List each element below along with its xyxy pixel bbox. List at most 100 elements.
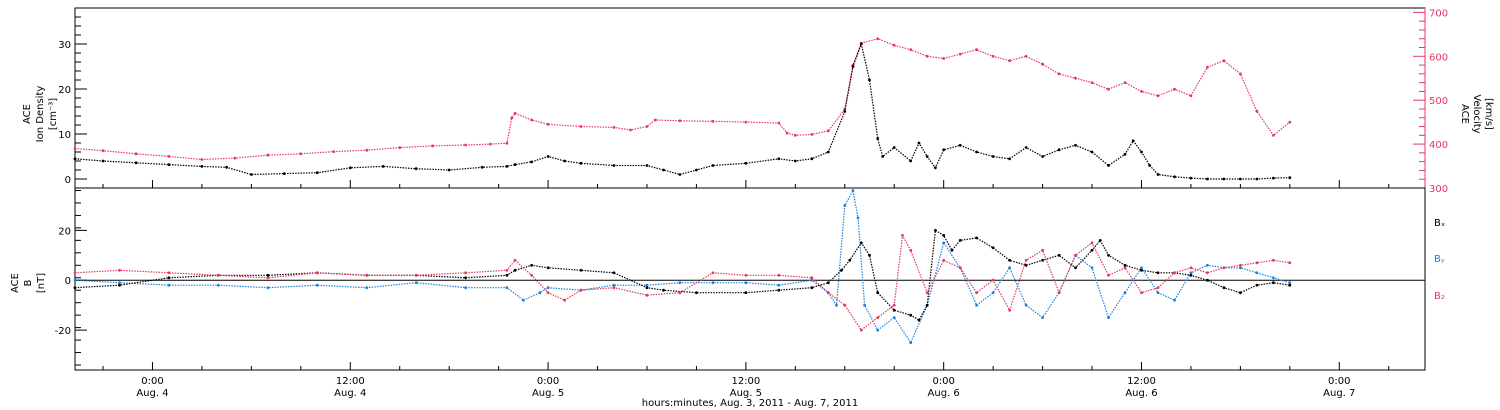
bx-series-point (579, 268, 583, 272)
velocity-series-point (1288, 120, 1292, 124)
bx-series-point (266, 273, 270, 277)
bz-series-point (118, 268, 121, 272)
by-series-point (1107, 316, 1110, 319)
density-series-point (678, 173, 682, 176)
bx-series-point (925, 303, 929, 307)
bx-series-point (826, 281, 830, 285)
density-series-point (167, 163, 171, 167)
velocity-series-point (1008, 59, 1011, 63)
velocity-series-point (167, 155, 171, 158)
density-series-point (480, 165, 484, 169)
density-series-point (777, 157, 781, 161)
bz-series-point (958, 266, 962, 270)
density-series-point (1156, 173, 1160, 176)
x-tick-time-label: 12:00 (1127, 376, 1156, 387)
bz-series-point (1189, 266, 1193, 270)
by-series-point (991, 291, 995, 295)
density-series-point (505, 165, 509, 168)
bz-series-point (1008, 308, 1011, 312)
bz-series-point (1288, 261, 1292, 265)
velocity-series-point (1206, 65, 1209, 69)
velocity-series-point (1041, 62, 1044, 66)
velocity-series-point (645, 125, 649, 128)
bx-series-point (975, 236, 978, 240)
density-series-point (1222, 177, 1226, 181)
velocity-series-point (958, 52, 962, 56)
density-series-point (1123, 152, 1127, 156)
velocity-series-point (678, 119, 682, 123)
velocity-series-point (200, 158, 204, 161)
density-series-point (250, 173, 253, 176)
density-series-point (612, 164, 616, 167)
density-series-point (868, 78, 871, 82)
bz-series-point (1239, 263, 1242, 267)
bx-series-point (1255, 283, 1259, 287)
density-axis-label-line3: [cm⁻³] (48, 98, 59, 130)
bz-series-point (1140, 291, 1143, 295)
density-series-point (315, 171, 319, 175)
bz-series-point (876, 316, 880, 319)
velocity-series-point (1156, 94, 1160, 98)
x-tick-time-label: 0:00 (537, 376, 559, 387)
bz-series-point (1074, 253, 1077, 257)
velocity-tick-label: 300 (1429, 184, 1448, 195)
by-series-point (1156, 291, 1160, 295)
bz-series-point (892, 303, 896, 307)
density-series-point (793, 159, 797, 163)
density-series-point (942, 148, 946, 152)
bx-series-point (167, 276, 171, 280)
bz-series-point (579, 288, 583, 292)
bz-series-point (678, 291, 682, 295)
density-series-point (958, 143, 962, 147)
density-series-point (695, 168, 698, 172)
by-series-point (612, 283, 616, 287)
by-series-point (678, 281, 682, 285)
bx-series-point (1206, 278, 1209, 282)
x-axis-title: hours:minutes, Aug. 3, 2011 - Aug. 7, 20… (642, 398, 858, 409)
bx-series-point (958, 239, 962, 242)
by-series-point (1090, 266, 1094, 270)
density-series-point (826, 150, 830, 154)
velocity-series-point (826, 129, 830, 133)
density-series-point (645, 164, 649, 167)
by-series-point (1140, 266, 1143, 270)
density-series-point (513, 163, 517, 167)
by-series-point (843, 204, 847, 207)
velocity-series-point (101, 149, 105, 153)
velocity-series-point (629, 128, 632, 132)
velocity-series-point (892, 43, 896, 47)
density-series-point (1057, 148, 1061, 152)
x-tick-time-label: 12:00 (731, 376, 760, 387)
by-series-trace (74, 188, 1290, 344)
velocity-series-point (489, 142, 492, 146)
bx-series-point (950, 248, 954, 252)
density-series-point (447, 168, 451, 172)
velocity-series-point (266, 153, 270, 157)
by-series-point (777, 283, 781, 287)
density-series-point (73, 157, 77, 161)
bz-series-point (315, 271, 319, 275)
velocity-series-point (513, 112, 517, 115)
velocity-series-point (810, 133, 814, 136)
velocity-series-point (909, 48, 913, 52)
density-series-point (134, 161, 138, 165)
velocity-series-point (579, 125, 583, 128)
bx-series-point (1008, 258, 1011, 262)
x-tick-date-label: Aug. 6 (928, 388, 960, 399)
density-axis-label-line1: ACE (22, 104, 33, 124)
x-tick-date-label: Aug. 4 (334, 388, 366, 399)
bx-series-point (892, 308, 896, 312)
x-tick-date-label: Aug. 4 (136, 388, 168, 399)
by-series-point (876, 328, 880, 332)
bx-series-point (1222, 286, 1226, 290)
density-series-point (1272, 176, 1275, 180)
density-series-point (530, 160, 533, 164)
velocity-series-point (1057, 72, 1061, 76)
bz-series-point (901, 234, 904, 237)
x-tick-date-label: Aug. 5 (532, 388, 564, 399)
by-series-point (942, 241, 946, 245)
density-series-point (1288, 176, 1292, 180)
bx-series-point (464, 276, 468, 280)
by-series-point (365, 286, 369, 290)
velocity-series-point (233, 156, 237, 160)
